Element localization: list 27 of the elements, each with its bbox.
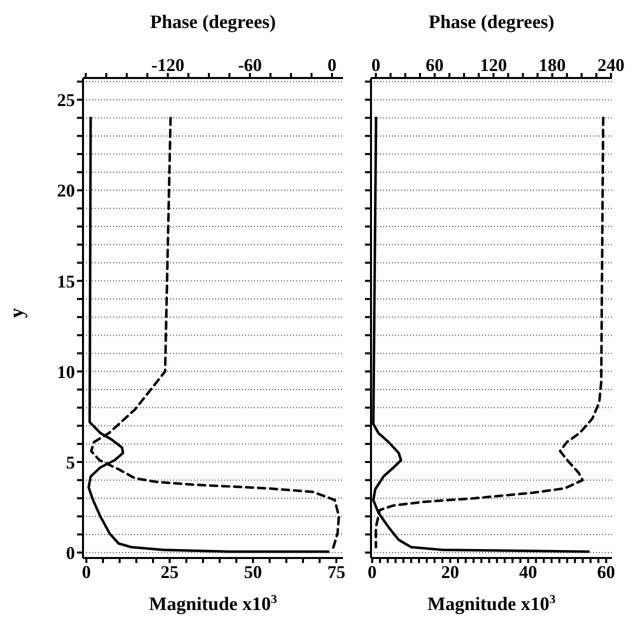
x2-axis-title: Phase (degrees) xyxy=(428,12,554,33)
x2-tick-label: 60 xyxy=(426,55,444,75)
x-tick-label: 75 xyxy=(327,562,346,582)
x-tick-label: 20 xyxy=(441,562,460,582)
y-tick-label: 5 xyxy=(66,452,75,472)
y-tick-label: 10 xyxy=(57,362,75,382)
x-tick-label: 40 xyxy=(519,562,538,582)
x2-tick-label: 120 xyxy=(480,55,507,75)
y-tick-label: 25 xyxy=(57,90,75,110)
x-axis-title: Magnitude x10$^{3}$ xyxy=(427,592,556,615)
x2-tick-label: 0 xyxy=(371,55,380,75)
x-axis-title: Magnitude x10$^{3}$ xyxy=(148,592,278,615)
y-tick-label: 0 xyxy=(66,542,75,563)
x-tick-label: 50 xyxy=(244,562,262,582)
y-tick-label: 15 xyxy=(57,271,75,292)
x2-tick-label: -120 xyxy=(151,55,184,75)
y-axis-title: y xyxy=(6,308,28,318)
x2-axis-title: Phase (degrees) xyxy=(150,12,276,33)
x-tick-label: 0 xyxy=(82,562,91,582)
x2-tick-label: -60 xyxy=(238,55,262,75)
y-tick-label: 20 xyxy=(57,180,75,201)
x-tick-label: 60 xyxy=(597,562,616,582)
x2-tick-label: 240 xyxy=(598,55,625,75)
x-tick-label: 0 xyxy=(368,562,377,582)
x2-tick-label: 180 xyxy=(538,55,566,75)
x-tick-label: 25 xyxy=(160,562,179,582)
x2-tick-label: 0 xyxy=(328,55,337,75)
